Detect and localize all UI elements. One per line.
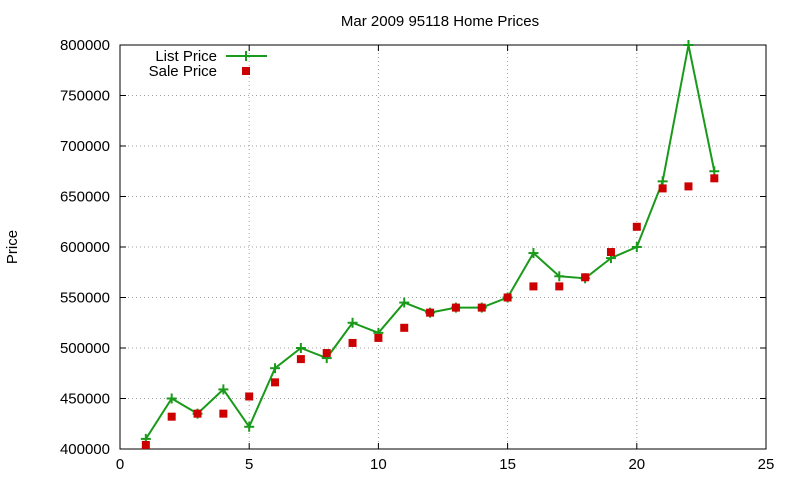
list-price-point xyxy=(399,297,410,308)
list-price-point xyxy=(554,271,565,282)
y-tick-label: 400000 xyxy=(60,441,110,458)
y-tick-label: 700000 xyxy=(60,138,110,155)
y-tick-label: 800000 xyxy=(60,37,110,54)
sale-price-point xyxy=(632,222,641,231)
legend: List Price Sale Price xyxy=(149,48,267,80)
sale-price-point xyxy=(348,338,357,347)
sale-price-point xyxy=(219,409,228,418)
sale-price-point xyxy=(322,349,331,358)
x-tick-label: 5 xyxy=(245,456,253,473)
sale-price-point xyxy=(141,440,150,449)
series-1 xyxy=(141,174,719,449)
y-axis-label: Price xyxy=(4,230,21,264)
x-tick-label: 25 xyxy=(758,456,775,473)
legend-label-sale-price: Sale Price xyxy=(149,63,217,80)
series xyxy=(140,40,720,449)
legend-marker-sale-price xyxy=(242,67,250,75)
sale-price-point xyxy=(296,355,305,364)
list-price-point xyxy=(683,40,694,50)
series-0 xyxy=(140,40,720,444)
y-tick-label: 550000 xyxy=(60,290,110,307)
sale-price-point xyxy=(374,333,383,342)
list-price-point xyxy=(166,393,177,404)
sale-price-point xyxy=(193,409,202,418)
x-tick-label: 20 xyxy=(628,456,645,473)
sale-price-point xyxy=(710,174,719,183)
grid xyxy=(120,45,766,449)
x-tick-label: 15 xyxy=(499,456,516,473)
sale-price-point xyxy=(529,282,538,291)
list-price-point xyxy=(295,343,306,353)
y-tick-label: 750000 xyxy=(60,88,110,105)
sale-price-point xyxy=(167,412,176,421)
sale-price-point xyxy=(684,182,693,191)
sale-price-point xyxy=(451,303,460,312)
x-tick-label: 0 xyxy=(116,456,124,473)
y-tick-label: 500000 xyxy=(60,340,110,357)
list-price-line xyxy=(144,44,716,440)
y-tick-label: 650000 xyxy=(60,189,110,206)
sale-price-point xyxy=(581,273,590,282)
y-tick-label: 450000 xyxy=(60,391,110,408)
sale-price-point xyxy=(503,293,512,302)
x-tick-label: 10 xyxy=(370,456,387,473)
sale-price-point xyxy=(606,248,615,257)
list-price-point xyxy=(218,384,229,395)
sale-price-point xyxy=(477,303,486,312)
ticks: 0 5 10 15 20 25 400000 450000 500000 550000 600000… xyxy=(60,37,774,473)
chart-title: Mar 2009 95118 Home Prices xyxy=(341,13,539,30)
sale-price-point xyxy=(555,282,564,291)
sale-price-point xyxy=(658,184,667,193)
list-price-point xyxy=(244,421,255,432)
list-price-point xyxy=(270,363,281,374)
y-tick-label: 600000 xyxy=(60,239,110,256)
sale-price-point xyxy=(426,308,435,317)
sale-price-point xyxy=(400,323,409,332)
legend-label-list-price: List Price xyxy=(155,48,217,65)
legend-marker-list-price xyxy=(241,51,251,61)
list-price-point xyxy=(528,248,539,259)
sale-price-point xyxy=(245,392,254,401)
list-price-point xyxy=(631,242,642,252)
sale-price-point xyxy=(271,378,280,387)
list-price-point xyxy=(347,317,358,328)
